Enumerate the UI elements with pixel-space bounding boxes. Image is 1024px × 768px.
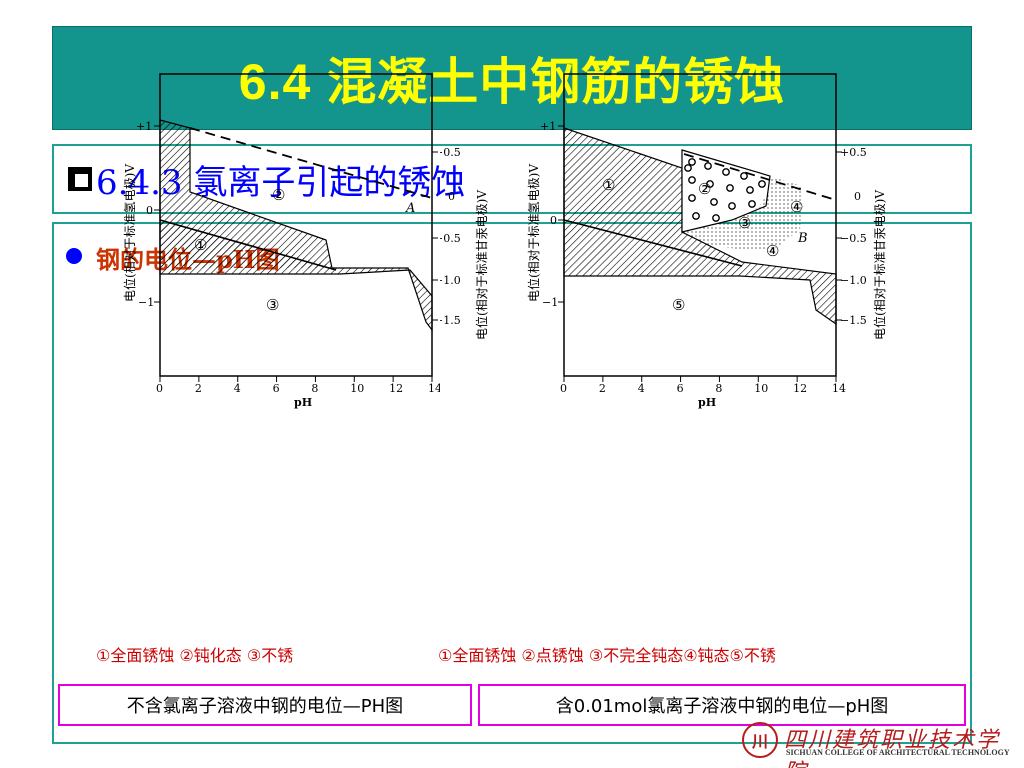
x-tick-label: 4: [234, 382, 241, 395]
y-right-tick-1: +0.5: [440, 146, 461, 159]
pit-marker: [692, 212, 700, 220]
pit-marker: [726, 184, 734, 192]
region-label-4b: ④: [766, 242, 779, 260]
pitting-markers: [684, 158, 766, 222]
x-axis-ticks: 0 2 4 6 8 10 12 14: [560, 376, 846, 395]
pit-marker: [684, 164, 692, 172]
dashed-line-a: [189, 127, 433, 199]
y-right-axis-label: 电位(相对于标准甘汞电极)V: [872, 190, 887, 340]
subtitle: 6.4.3 氯离子引起的锈蚀: [96, 162, 466, 203]
college-name-en: SICHUAN COLLEGE OF ARCHITECTURAL TECHNOL…: [786, 748, 1010, 757]
x-tick-label: 4: [638, 382, 645, 395]
college-logo: 川 四川建筑职业技术学院 SICHUAN COLLEGE OF ARCHITEC…: [742, 720, 1012, 768]
region-label-5: ⑤: [672, 296, 685, 314]
x-tick-label: 6: [273, 382, 280, 395]
y-right-axis-label: 电位(相对于标准甘汞电极)V: [474, 190, 489, 340]
y-left-tick-2: 0: [550, 214, 557, 227]
y-right-tick-2: 0: [854, 190, 861, 203]
pit-marker: [712, 214, 720, 222]
boundary-line: [563, 219, 743, 267]
y-left-tick-2: 0: [146, 204, 153, 217]
pit-marker: [746, 186, 754, 194]
caption-left: 不含氯离子溶液中钢的电位—PH图: [58, 684, 472, 726]
square-bullet-icon: [68, 167, 92, 191]
potential-ph-diagram-right: +1 0 −1 +0.5 0 −0.5 −1.0 −1.5 0 2 4 6 8 10 12 1…: [526, 73, 887, 409]
pit-marker: [710, 198, 718, 206]
pit-marker: [688, 176, 696, 184]
legend-left: ①全面锈蚀 ②钝化态 ③不锈: [96, 646, 294, 665]
boundary-line: [159, 219, 337, 271]
x-tick-label: 10: [754, 382, 768, 395]
y-left-tick-3: −1: [138, 296, 154, 309]
caption-right-text: 含0.01mol氯离子溶液中钢的电位—pH图: [555, 696, 889, 717]
region-label-4a: ④: [790, 198, 803, 216]
incomplete-passive-region: [682, 176, 802, 252]
x-tick-label: 12: [389, 382, 403, 395]
y-left-tick-3: −1: [542, 296, 558, 309]
y-left-tick-1: +1: [136, 120, 152, 133]
x-axis-ticks: 0 2 4 6 8 10 12 14: [156, 376, 440, 395]
y-left-tick-1: +1: [540, 120, 556, 133]
pit-marker: [748, 200, 756, 208]
round-bullet-icon: [66, 248, 82, 264]
region-label-3: ③: [266, 296, 279, 314]
y-right-tick-4: −1.0: [840, 274, 867, 287]
y-right-tick-3: −0.5: [840, 232, 867, 245]
left-axis-ticks: [558, 125, 564, 303]
pit-marker: [740, 172, 748, 180]
pit-marker: [688, 194, 696, 202]
left-diagram-right-axis: +0.5 0 −0.5 −1.0 −1.5 电位(相对于标准甘汞电极)V: [440, 146, 489, 340]
x-tick-label: 2: [195, 382, 202, 395]
pit-marker: [722, 168, 730, 176]
line-label-b: B: [797, 231, 808, 246]
college-seal-icon: 川: [742, 722, 778, 758]
pit-marker: [688, 158, 696, 166]
region-label-3: ③: [738, 214, 751, 232]
x-tick-label: 12: [793, 382, 807, 395]
x-tick-label: 8: [715, 382, 722, 395]
left-axis-ticks: [154, 125, 160, 303]
x-axis-label: pH: [698, 396, 716, 409]
slide-title: 6.4 混凝土中钢筋的锈蚀: [238, 54, 786, 110]
legend-right: ①全面锈蚀 ②点锈蚀 ③不完全钝态④钝态⑤不锈: [438, 646, 776, 665]
y-left-axis-label: 电位(相对于标准氢电极)V: [122, 164, 137, 302]
y-right-tick-2: 0: [448, 190, 455, 203]
corrosion-region: [159, 119, 433, 332]
region-label-2: ②: [698, 180, 711, 198]
right-axis-ticks: [432, 151, 438, 321]
caption-left-text: 不含氯离子溶液中钢的电位—PH图: [126, 696, 404, 717]
y-left-axis-label: 电位(相对于标准氢电极)V: [526, 164, 541, 302]
x-tick-label: 0: [560, 382, 567, 395]
y-right-tick-3: −0.5: [440, 232, 461, 245]
y-right-tick-1: +0.5: [840, 146, 867, 159]
caption-right: 含0.01mol氯离子溶液中钢的电位—pH图: [478, 684, 966, 726]
pit-marker: [728, 202, 736, 210]
subtitle-box: 6.4.3 氯离子引起的锈蚀: [52, 144, 972, 214]
dashed-line-b: [683, 153, 837, 201]
x-tick-label: 14: [428, 382, 440, 395]
pit-marker: [706, 180, 714, 188]
region-label-2: ②: [272, 186, 285, 204]
region-label-1: ①: [602, 176, 615, 194]
y-right-tick-5: −1.5: [840, 314, 867, 327]
college-name-cn: 四川建筑职业技术学院: [784, 728, 1001, 768]
x-tick-label: 8: [311, 382, 318, 395]
y-right-tick-4: −1.0: [440, 274, 461, 287]
line-label-a: A: [405, 201, 415, 216]
region-label-1: ①: [194, 236, 207, 254]
y-right-tick-5: −1.5: [440, 314, 461, 327]
x-tick-label: 0: [156, 382, 163, 395]
right-axis-ticks: [836, 151, 842, 321]
x-tick-label: 14: [832, 382, 846, 395]
x-tick-label: 2: [599, 382, 606, 395]
title-bar: 6.4 混凝土中钢筋的锈蚀: [52, 26, 972, 130]
pit-marker: [758, 180, 766, 188]
x-axis-label: pH: [294, 396, 312, 409]
x-tick-label: 6: [677, 382, 684, 395]
pitting-region: [681, 149, 771, 233]
x-tick-label: 10: [350, 382, 364, 395]
potential-ph-diagram-left: +1 0 −1 0 2 4 6 8 10 12 14 pH 电位(相对于标准氢电极)V ② ①…: [122, 73, 440, 409]
pit-marker: [704, 162, 712, 170]
